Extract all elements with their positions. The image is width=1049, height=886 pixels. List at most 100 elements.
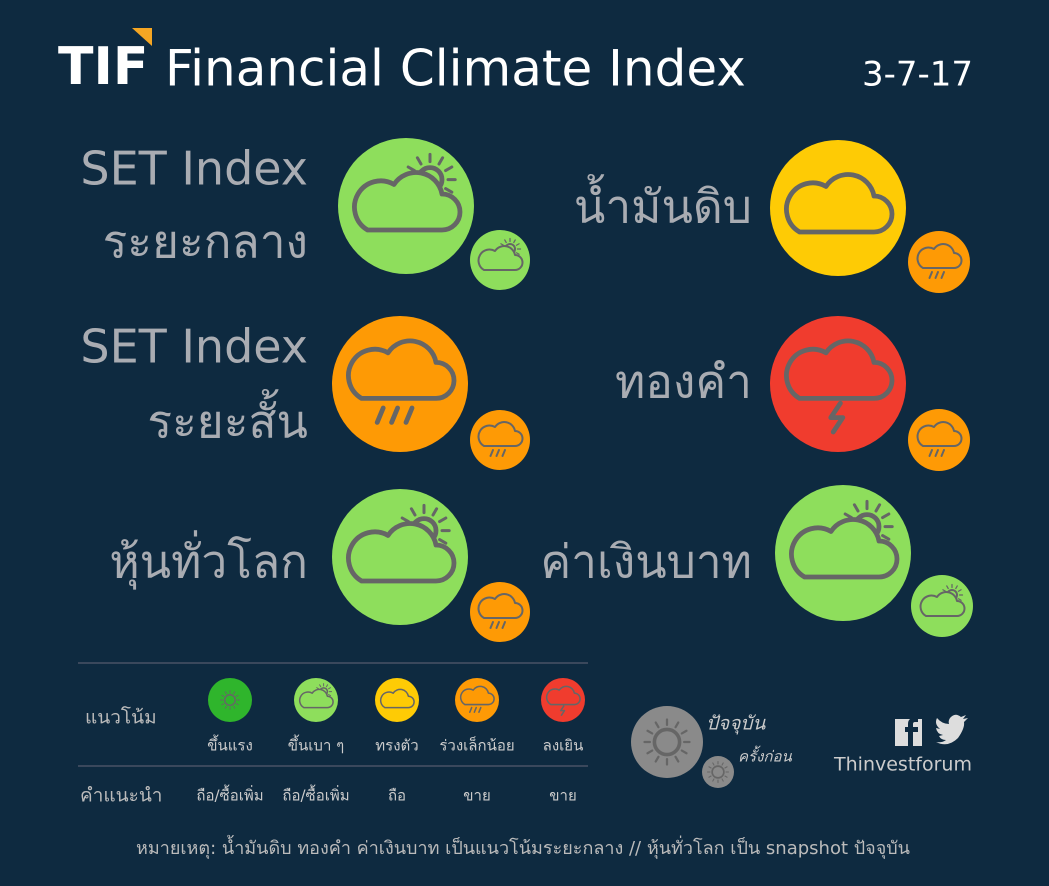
sun-ray: [646, 749, 654, 755]
weather-icon: [916, 243, 963, 279]
sun-ray: [674, 721, 680, 729]
rain-drop: [473, 706, 477, 713]
sun: [223, 693, 237, 707]
sun-ray: [874, 503, 882, 513]
sun-ray: [881, 512, 891, 520]
sun-ray: [881, 534, 891, 541]
sun-ray: [946, 585, 949, 590]
rain-drop: [934, 449, 939, 457]
rain-drop: [374, 405, 386, 425]
sun-ray: [400, 516, 410, 524]
sun-ray: [680, 729, 688, 735]
trend-label: แนวโน้ม: [85, 706, 157, 729]
rain-drop: [928, 271, 933, 279]
sun-ray: [942, 589, 947, 592]
key-current-circle: [631, 706, 703, 778]
indicator-label: SET Index: [80, 320, 308, 374]
sun-ray: [852, 503, 860, 513]
indicator-label: หุ้นทั่วโลก: [109, 530, 308, 591]
sun-ray: [504, 239, 507, 244]
sun-ray: [721, 762, 724, 766]
weather-icon: [706, 760, 730, 784]
legend-label: ร่วงเล็กน้อย: [439, 736, 514, 755]
rain-drop: [469, 706, 473, 713]
sun-ray: [955, 585, 958, 590]
weather-icon: [298, 683, 334, 709]
cloud: [298, 688, 334, 709]
indicator-label: SET Index: [80, 142, 308, 196]
legend-label: ทรงตัว: [375, 737, 418, 755]
sun-ray: [406, 165, 416, 173]
sun-ray: [674, 755, 680, 763]
weather-icon: [459, 685, 495, 713]
rain-drop: [501, 449, 506, 457]
indicator-label: ระยะกลาง: [103, 215, 308, 269]
sun-ray: [319, 684, 322, 688]
key-previous: ครั้งก่อน: [738, 746, 793, 766]
brand: TIF: [58, 37, 148, 97]
sun-ray: [500, 243, 505, 246]
legend-advice: ขาย: [463, 787, 490, 805]
cloud: [916, 243, 963, 269]
cloud: [346, 338, 457, 401]
sun-ray: [221, 703, 225, 706]
advice-label: คำแนะนำ: [80, 785, 162, 807]
legend-advice: ขาย: [549, 787, 576, 805]
sun-ray: [957, 598, 962, 601]
weather-icon: [352, 152, 463, 233]
legend-advice: ถือ/ซื้อเพิ่ม: [282, 785, 349, 805]
cloud: [477, 421, 524, 447]
rain-drop: [389, 405, 400, 425]
sun-ray: [221, 694, 225, 697]
sun-ray: [437, 156, 445, 166]
rain-drop: [403, 405, 415, 425]
sun-ray: [409, 507, 417, 517]
sun-ray: [708, 766, 712, 769]
sun-ray: [724, 766, 728, 769]
weather-icon: [784, 172, 895, 235]
sun-ray: [233, 691, 236, 695]
sun-ray: [680, 749, 688, 755]
sun-ray: [431, 507, 439, 517]
weather-icon: [346, 338, 457, 425]
sun: [711, 765, 725, 779]
sun-ray: [328, 687, 331, 690]
cloud: [784, 172, 895, 235]
lightning: [559, 705, 566, 716]
legend-label: ขึ้นเบา ๆ: [288, 735, 344, 755]
cloud: [789, 517, 900, 580]
legend-label: ขึ้นแรง: [207, 735, 253, 755]
rain-drop: [489, 449, 494, 457]
cloud: [784, 338, 895, 401]
sun-ray: [957, 589, 962, 592]
sun-ray: [235, 703, 239, 706]
sun-ray: [415, 156, 423, 166]
sun-ray: [654, 721, 660, 729]
sun-ray: [316, 687, 320, 690]
cloud: [545, 685, 581, 706]
sun-ray: [724, 775, 728, 778]
sun-ray: [438, 538, 448, 545]
key-current: ปัจจุบัน: [706, 713, 766, 735]
sun-ray: [444, 165, 454, 173]
cloud: [477, 245, 524, 271]
sun-ray: [224, 691, 227, 695]
indicator-label: ระยะสั้น: [147, 389, 308, 449]
facebook-icon: [895, 718, 922, 746]
weather-icon: [477, 237, 524, 271]
weather-icon: [784, 338, 895, 435]
sun-ray: [712, 762, 715, 766]
weather-icon: [346, 503, 457, 584]
sun-ray: [712, 778, 715, 782]
weather-icon: [919, 583, 966, 617]
rain-drop: [934, 271, 939, 279]
rain-drop: [501, 621, 506, 629]
weather-icon: [643, 718, 691, 766]
cloud: [346, 521, 457, 584]
cloud: [352, 170, 463, 233]
cloud: [477, 593, 524, 619]
legend-label: ลงเยิน: [543, 737, 584, 755]
cloud: [459, 685, 495, 706]
rain-drop: [489, 621, 494, 629]
